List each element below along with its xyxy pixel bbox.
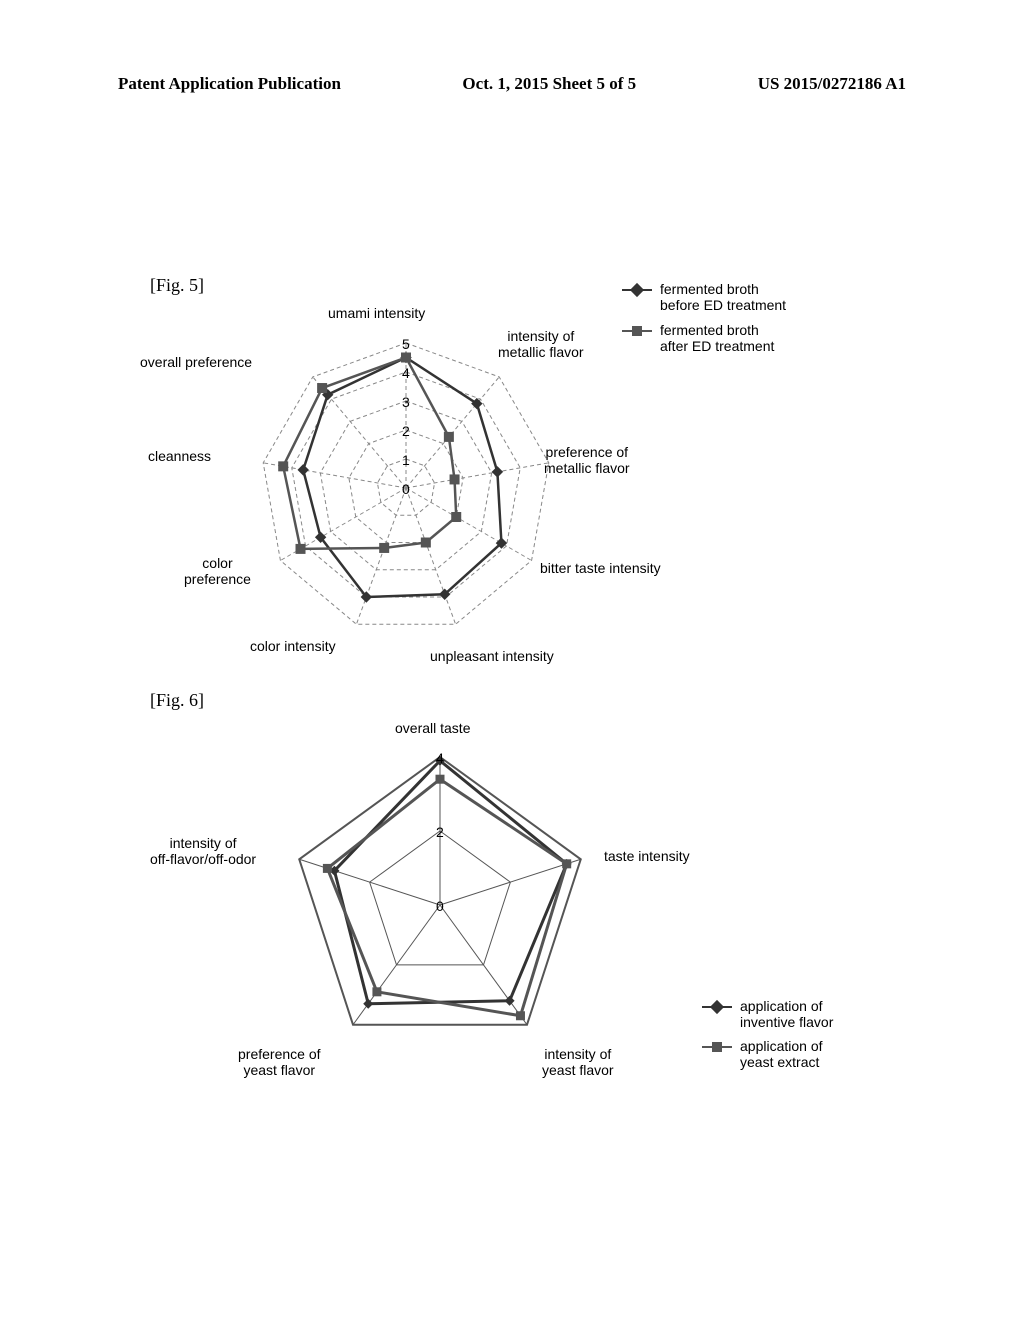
fig5-tick-1: 4 — [402, 365, 410, 381]
fig6-axis-0: overall taste — [395, 720, 470, 736]
fig6-axis-3: preference ofyeast flavor — [238, 1046, 321, 1078]
fig5-axis-1: intensity ofmetallic flavor — [498, 328, 584, 360]
fig6-axis-4: intensity ofoff-flavor/off-odor — [150, 835, 256, 867]
fig6-legend-text-1: application ofyeast extract — [740, 1038, 823, 1070]
fig6-axis-2: intensity ofyeast flavor — [542, 1046, 614, 1078]
fig5-legend-marker-1 — [632, 326, 642, 336]
fig6-tick-2: 0 — [436, 898, 444, 914]
fig5-legend-text-0: fermented brothbefore ED treatment — [660, 281, 786, 313]
fig6-axis-1: taste intensity — [604, 848, 690, 864]
fig6-tick-1: 2 — [436, 824, 444, 840]
fig5-axis-6: colorpreference — [184, 555, 251, 587]
fig5-tick-2: 3 — [402, 394, 410, 410]
fig5-legend-text-1: fermented brothafter ED treatment — [660, 322, 774, 354]
fig5-tick-4: 1 — [402, 452, 410, 468]
fig5-axis-3: bitter taste intensity — [540, 560, 661, 576]
fig5-axis-2: preference ofmetallic flavor — [544, 444, 630, 476]
fig5-axis-5: color intensity — [250, 638, 336, 654]
fig5-axis-7: cleanness — [148, 448, 211, 464]
fig6-legend-text-0: application ofinventive flavor — [740, 998, 833, 1030]
fig5-axis-4: unpleasant intensity — [430, 648, 554, 664]
fig5-tick-5: 0 — [402, 481, 410, 497]
fig6-tick-0: 4 — [436, 750, 444, 766]
fig5-axis-8: overall preference — [140, 354, 252, 370]
fig5-axis-0: umami intensity — [328, 305, 425, 321]
fig5-tick-0: 5 — [402, 336, 410, 352]
fig6-legend-marker-1 — [712, 1042, 722, 1052]
fig5-tick-3: 2 — [402, 423, 410, 439]
